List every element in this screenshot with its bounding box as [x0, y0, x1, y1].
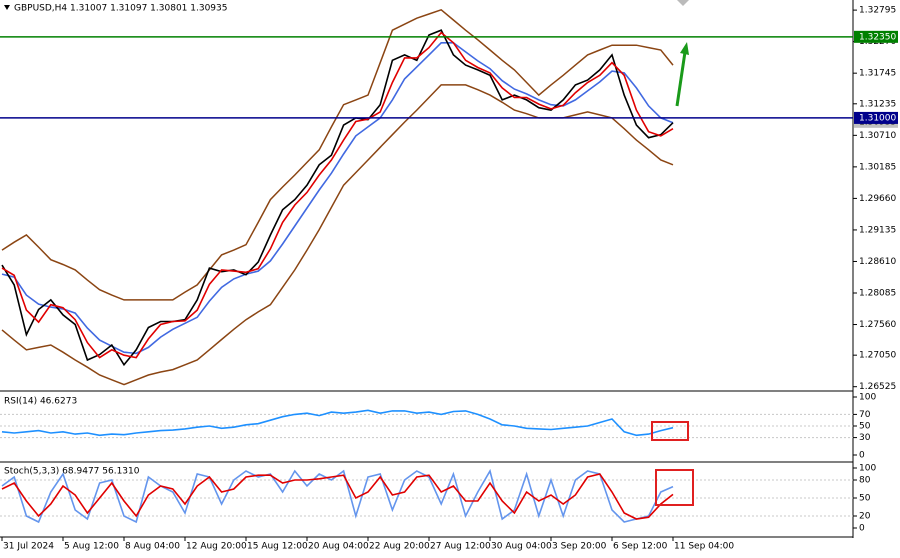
- y-tick-label: 1.30185: [859, 162, 896, 172]
- series-line: [1, 29, 674, 367]
- series-line: [1, 8, 674, 301]
- y-tick-label: 20: [859, 512, 871, 522]
- y-tick-label: 1.30710: [859, 131, 896, 141]
- scroll-marker: [677, 0, 689, 6]
- y-tick-label: 50: [859, 422, 871, 432]
- trend-arrow: [675, 51, 687, 107]
- panel-title: RSI(14) 46.6273: [4, 397, 77, 407]
- level-box: [854, 111, 898, 124]
- x-tick-label: 11 Sep 04:00: [674, 542, 734, 552]
- y-tick-label: 1.27050: [859, 351, 896, 361]
- highlight-box: [655, 469, 694, 506]
- x-tick-label: 27 Aug 12:00: [430, 542, 491, 552]
- y-tick-label: 50: [859, 494, 871, 504]
- y-tick-label: 1.28610: [859, 257, 896, 267]
- x-tick-label: 6 Sep 12:00: [613, 542, 668, 552]
- y-tick-label: 1.26525: [859, 382, 896, 392]
- y-tick-label: 1.29660: [859, 194, 896, 204]
- arrow-head: [680, 42, 689, 55]
- y-tick-label: 100: [859, 464, 876, 474]
- y-tick-label: 1.31745: [859, 69, 896, 79]
- y-tick-label: 80: [859, 476, 871, 486]
- y-tick-label: 0: [859, 524, 865, 534]
- x-tick-label: 8 Aug 04:00: [125, 542, 180, 552]
- y-tick-label: 100: [859, 393, 876, 403]
- x-tick-label: 22 Aug 20:00: [369, 542, 430, 552]
- series-line: [1, 409, 674, 437]
- x-tick-label: 20 Aug 04:00: [308, 542, 369, 552]
- y-tick-label: 70: [859, 410, 871, 420]
- menu-triangle: [4, 5, 10, 10]
- x-tick-label: 5 Aug 12:00: [64, 542, 119, 552]
- chart-title: GBPUSD,H4 1.31007 1.31097 1.30801 1.3093…: [14, 4, 227, 14]
- x-tick-label: 31 Jul 2024: [3, 542, 54, 552]
- y-tick-label: 30: [859, 433, 871, 443]
- x-tick-label: 3 Sep 20:00: [552, 542, 607, 552]
- x-tick-label: 30 Aug 04:00: [491, 542, 552, 552]
- level-box: [854, 30, 898, 43]
- y-tick-label: 1.27560: [859, 320, 896, 330]
- series-line: [1, 31, 674, 359]
- y-tick-label: 1.28085: [859, 289, 896, 299]
- y-tick-label: 1.32795: [859, 6, 896, 16]
- highlight-box: [651, 421, 689, 441]
- y-tick-label: 1.31235: [859, 99, 896, 109]
- y-tick-label: 0: [859, 451, 865, 461]
- series-line: [1, 473, 674, 520]
- x-tick-label: 12 Aug 20:00: [186, 542, 247, 552]
- y-tick-label: 1.29135: [859, 225, 896, 235]
- level-label: 1.32350: [859, 32, 896, 42]
- x-tick-label: 15 Aug 12:00: [247, 542, 308, 552]
- panel-title: Stoch(5,3,3) 68.9477 56.1310: [4, 467, 140, 477]
- level-label: 1.31000: [859, 113, 896, 123]
